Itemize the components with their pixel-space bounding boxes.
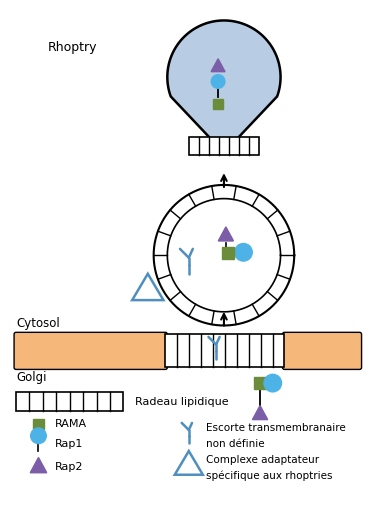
Text: Escorte transmembranaire: Escorte transmembranaire [206, 423, 346, 433]
Text: Cytosol: Cytosol [16, 317, 60, 331]
Text: Radeau lipidique: Radeau lipidique [135, 397, 229, 407]
Bar [254, 377, 266, 389]
Polygon shape [167, 21, 280, 153]
Circle shape [31, 428, 46, 444]
Polygon shape [30, 457, 47, 473]
Text: Rap1: Rap1 [55, 439, 83, 449]
Circle shape [264, 374, 282, 392]
Circle shape [211, 74, 225, 88]
Polygon shape [253, 406, 268, 420]
Bar [222, 248, 234, 259]
Bar [213, 99, 223, 109]
Polygon shape [218, 227, 233, 241]
Bar [165, 334, 285, 367]
Circle shape [235, 243, 252, 261]
Text: non définie: non définie [206, 439, 265, 449]
Text: Rap2: Rap2 [55, 462, 84, 472]
Bar [16, 392, 123, 411]
Text: Complexe adaptateur: Complexe adaptateur [206, 455, 319, 465]
Text: RAMA: RAMA [55, 419, 87, 429]
Bar [189, 137, 259, 155]
Bar [33, 419, 44, 429]
FancyBboxPatch shape [283, 332, 362, 370]
Text: spécifique aux rhoptries: spécifique aux rhoptries [206, 470, 333, 481]
Polygon shape [211, 59, 225, 72]
Text: Rhoptry: Rhoptry [48, 41, 98, 54]
FancyBboxPatch shape [14, 332, 167, 370]
Text: Golgi: Golgi [16, 371, 47, 384]
